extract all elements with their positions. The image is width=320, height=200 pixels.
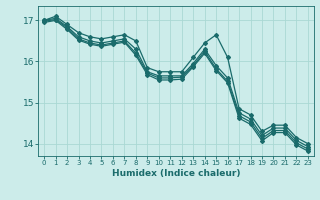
X-axis label: Humidex (Indice chaleur): Humidex (Indice chaleur): [112, 169, 240, 178]
